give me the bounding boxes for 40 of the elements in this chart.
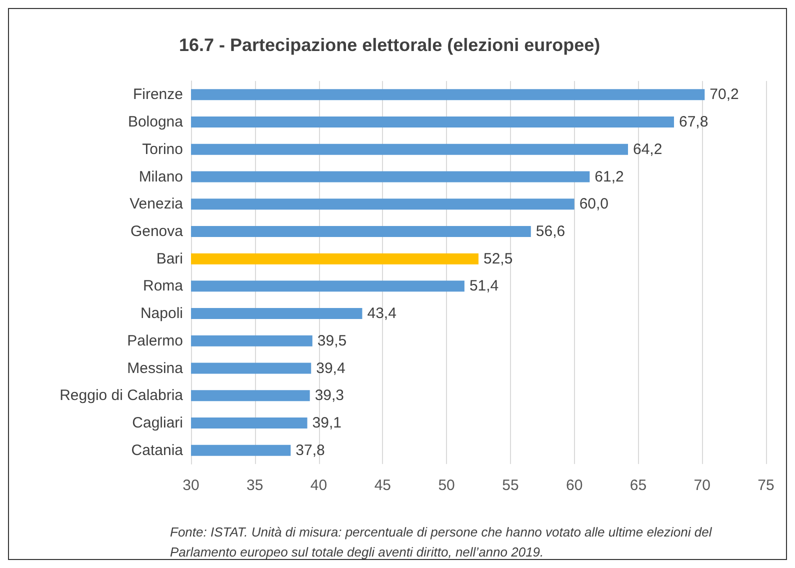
x-tick-label: 35 [246,477,264,494]
data-label: 56,6 [536,222,566,240]
y-tick-label: Milano [138,168,183,186]
y-tick-label: Cagliari [132,414,183,432]
data-label: 64,2 [633,140,662,158]
x-tick-label: 65 [630,477,647,494]
data-label: 39,1 [312,414,342,432]
x-tick-label: 55 [502,477,519,494]
y-tick-label: Catania [131,442,184,459]
y-tick-label: Napoli [140,305,183,322]
x-tick-label: 50 [438,477,455,494]
y-tick-label: Reggio di Calabria [60,387,184,404]
data-label: 39,5 [317,332,347,350]
data-label: 39,3 [314,387,344,404]
data-label: 60,0 [579,196,609,213]
x-tick-label: 30 [182,477,200,494]
data-label: 67,8 [679,114,708,131]
y-tick-label: Bologna [128,114,184,131]
data-label: 52,5 [484,250,513,268]
y-tick-label: Torino [142,140,183,158]
y-tick-label: Venezia [130,196,184,213]
data-label: 43,4 [367,305,396,322]
y-tick-label: Palermo [127,332,183,350]
y-tick-label: Genova [130,222,184,240]
data-label: 39,4 [316,360,346,377]
data-label: 70,2 [710,86,739,104]
x-tick-label: 70 [694,477,710,494]
y-tick-label: Firenze [132,86,183,104]
x-tick-label: 45 [374,477,392,494]
chart-title: 16.7 - Partecipazione elettorale (elezioni europee) [179,35,600,55]
y-tick-label: Bari [156,250,183,268]
data-label: 37,8 [296,442,325,459]
y-tick-label: Roma [142,278,184,295]
data-label: 51,4 [469,278,499,295]
data-label: 61,2 [594,168,624,186]
x-tick-label: 40 [310,477,328,494]
x-tick-label: 75 [758,477,774,494]
source-note: Fonte: ISTAT. Unità di misura: percentuale di persone che hanno votato alle ultime elezioni del Parlamento europeo sul totale degli aventi diritto, nell’anno 2019. [170,524,716,560]
x-tick-label: 60 [566,477,583,494]
y-tick-label: Messina [127,360,184,377]
